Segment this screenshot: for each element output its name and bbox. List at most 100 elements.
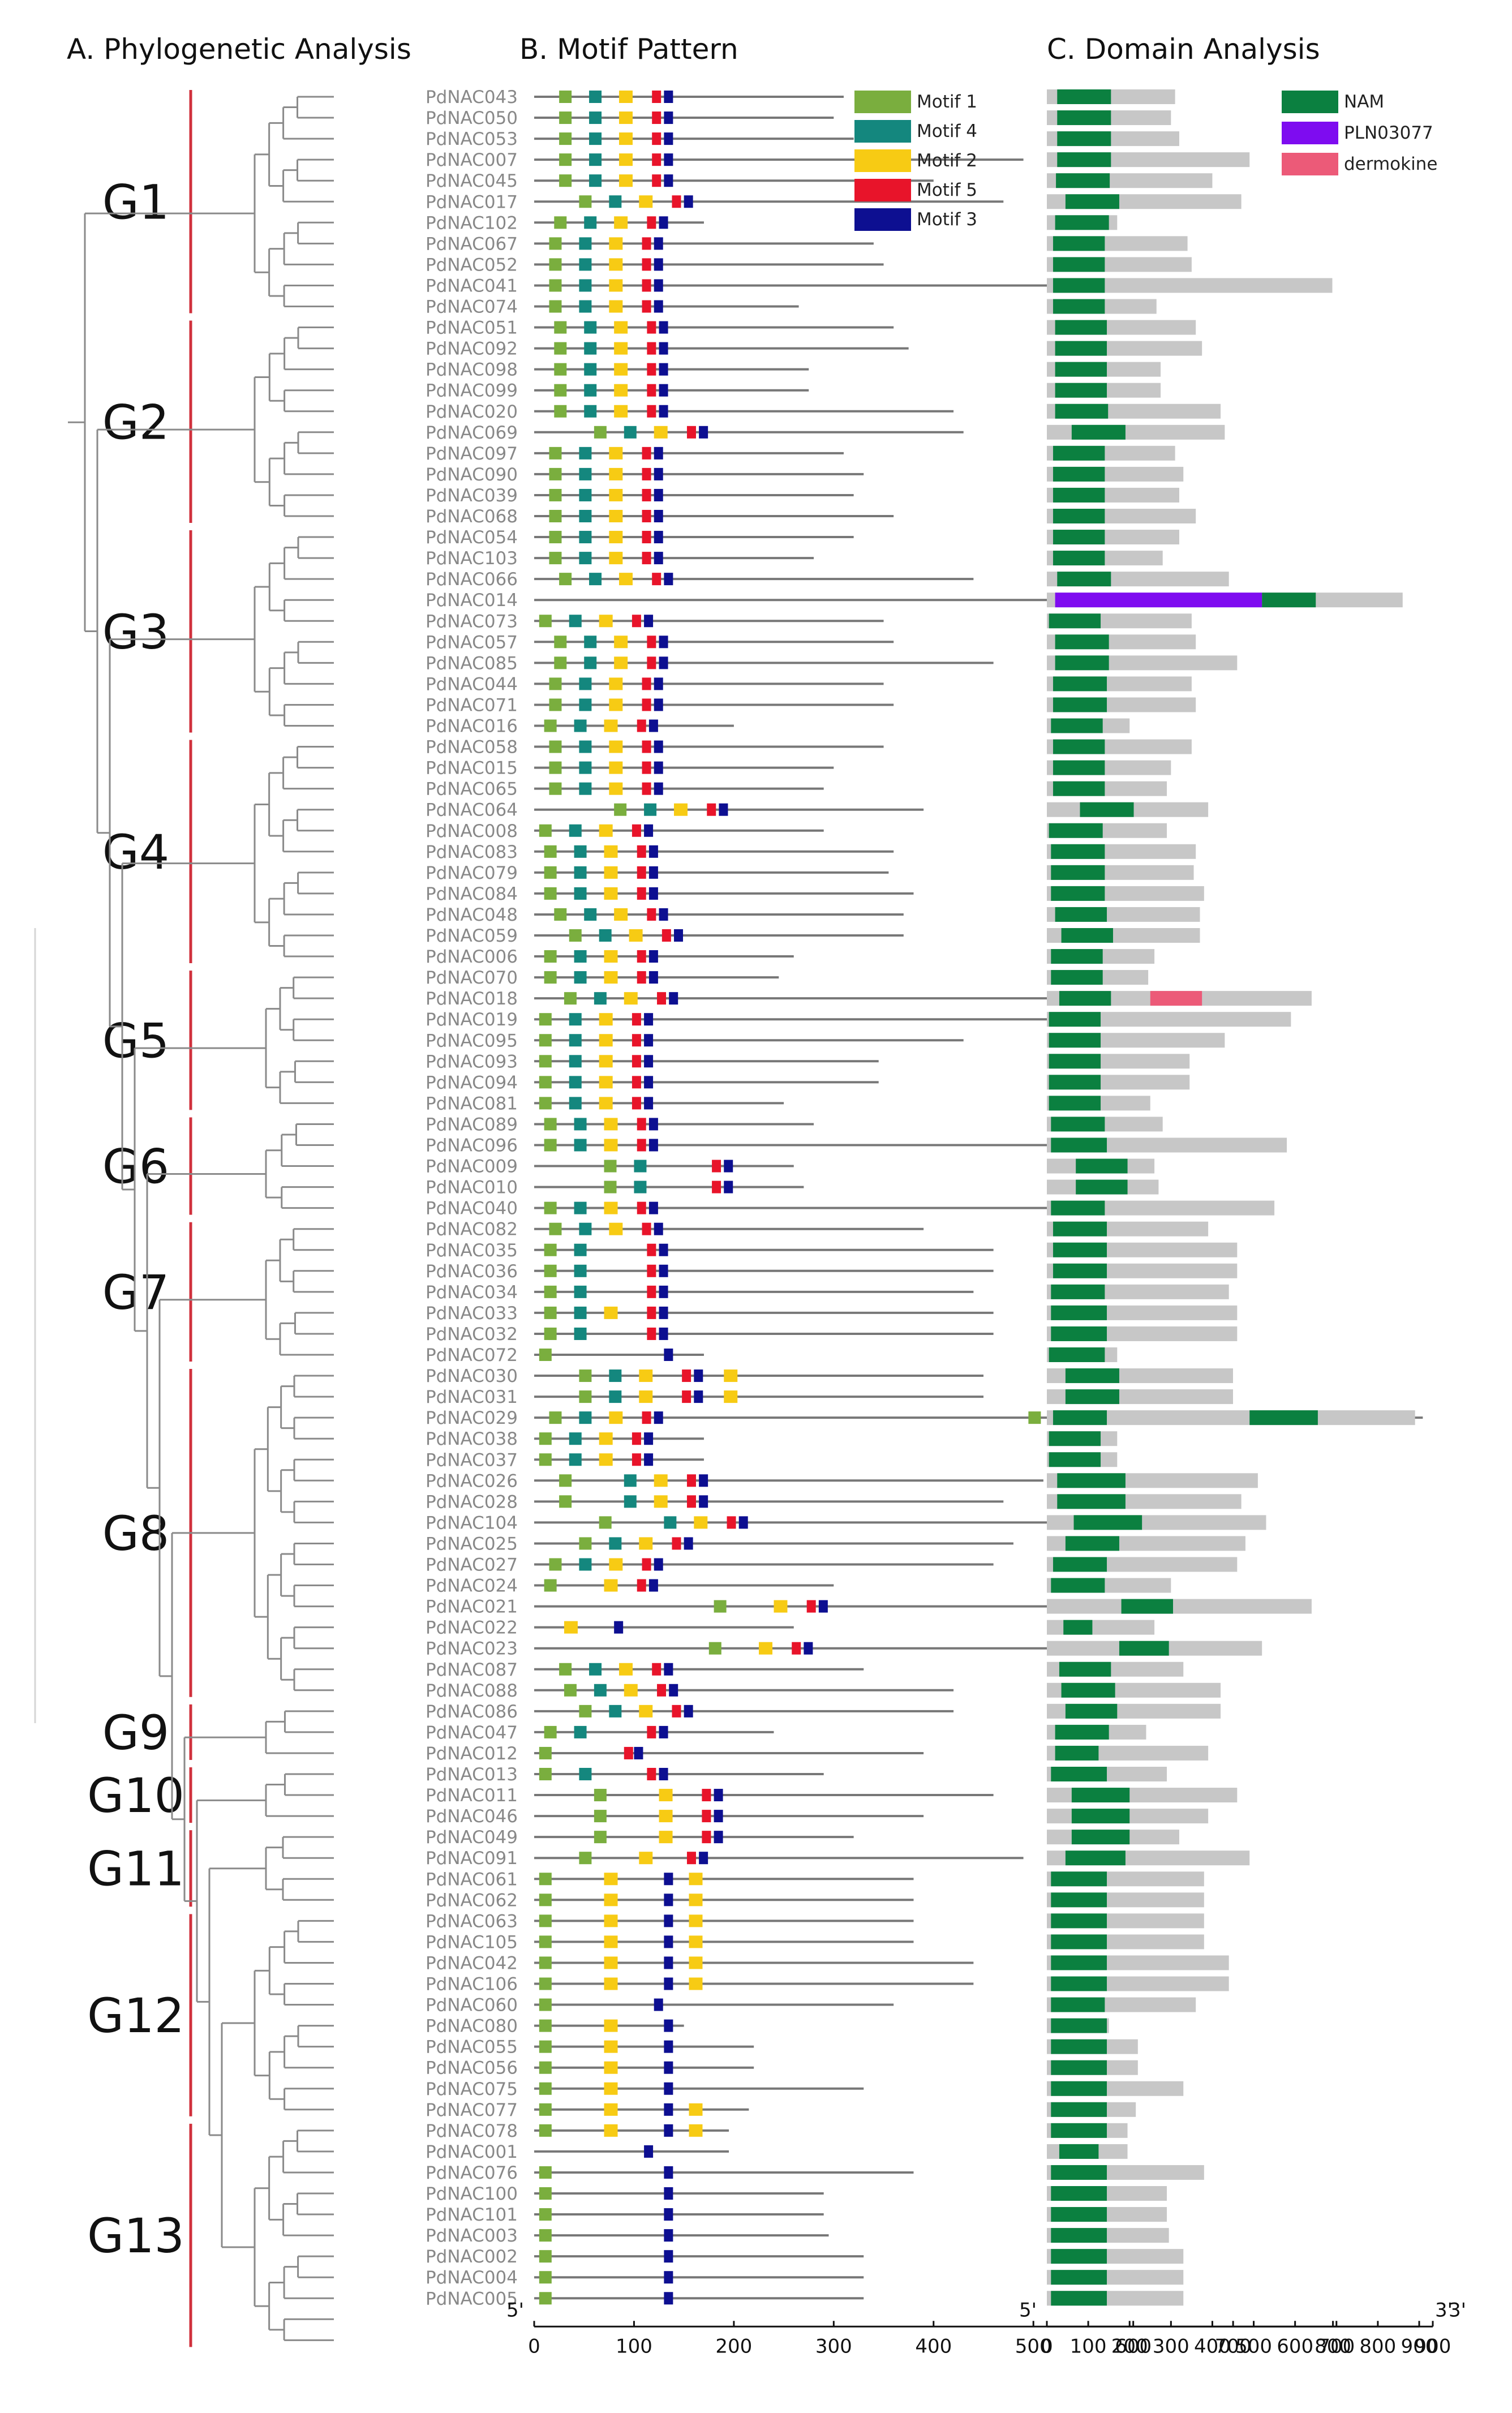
gene-name: PdNAC023 <box>426 1639 518 1659</box>
gene-name: PdNAC087 <box>426 1660 518 1680</box>
gene-name: PdNAC069 <box>426 423 518 443</box>
nam-domain-box <box>1051 718 1103 733</box>
motif-4-box <box>574 1139 587 1152</box>
gene-name: PdNAC049 <box>426 1827 518 1848</box>
gene-name: PdNAC061 <box>426 1869 518 1890</box>
motif-3-box <box>664 1349 673 1361</box>
motif-4-box <box>634 1180 647 1193</box>
motif-4-box <box>584 342 597 355</box>
motif-2-box <box>614 321 628 334</box>
motif-1-box <box>549 467 562 480</box>
motif-4-box <box>569 1097 582 1110</box>
motif-3-box <box>664 2124 673 2137</box>
gene-name: PdNAC091 <box>426 1848 518 1869</box>
motif-5-box <box>647 1285 656 1298</box>
motif-3-box <box>804 1642 813 1655</box>
domain-tick-label: 200 <box>1111 2335 1148 2358</box>
motif-2-box <box>618 111 633 124</box>
nam-domain-box <box>1051 2123 1107 2138</box>
gene-name: PdNAC103 <box>426 548 518 569</box>
motif-4-box <box>574 1243 587 1256</box>
motif-3-box <box>654 740 663 753</box>
motif-2-box <box>609 552 623 565</box>
motif-1-box <box>549 237 562 250</box>
motif-5-box <box>642 531 651 544</box>
pln-legend-label: PLN03077 <box>1344 123 1433 143</box>
motif-1-box <box>559 1663 572 1676</box>
gene-name: PdNAC055 <box>426 2037 518 2058</box>
motif-5-box <box>642 300 651 313</box>
motif-5-box <box>652 573 662 586</box>
motif-1-box <box>539 2166 552 2179</box>
motif-2-box <box>604 2103 618 2116</box>
domain-panel-title: C. Domain Analysis <box>1047 33 1320 66</box>
motif-5-box <box>647 1768 656 1780</box>
gene-name: PdNAC042 <box>426 1953 518 1973</box>
motif-5-box <box>632 1034 641 1047</box>
gene-name: PdNAC068 <box>426 506 518 527</box>
phylogenetic-tree <box>68 96 334 2341</box>
nam-domain-box <box>1071 1788 1130 1803</box>
motif-1-box <box>549 531 562 544</box>
motif-1-box <box>569 929 582 942</box>
nam-domain-box <box>1053 1242 1107 1257</box>
gene-name: PdNAC002 <box>426 2247 518 2267</box>
motif-2-box <box>614 636 628 649</box>
nam-domain-box <box>1065 194 1119 209</box>
motif-4-box <box>574 887 587 900</box>
motif1-legend-label: Motif 1 <box>917 92 977 112</box>
gene-name: PdNAC036 <box>426 1261 518 1282</box>
motif-3-box <box>654 677 663 690</box>
motif-1-box <box>539 2292 552 2305</box>
motif-3-box <box>659 384 668 397</box>
motif-3-box <box>644 1055 654 1068</box>
motif-2-box <box>604 1201 618 1214</box>
motif-5-box <box>642 467 651 480</box>
motif-3-box <box>614 1621 624 1634</box>
motif-2-box <box>674 803 688 816</box>
motif-1-box <box>544 1327 557 1340</box>
derm-legend-label: dermokine <box>1344 154 1437 174</box>
gene-name: PdNAC001 <box>426 2142 518 2162</box>
motif-4-box <box>574 866 587 879</box>
motif-3-box <box>818 1600 828 1613</box>
motif5-legend-swatch <box>854 179 911 201</box>
motif-2-box <box>604 2019 618 2032</box>
motif-3-box <box>648 971 658 984</box>
motif-4-box <box>579 279 592 292</box>
gene-name: PdNAC011 <box>426 1785 518 1806</box>
motif-2-box <box>689 1977 703 1990</box>
gene-name: PdNAC024 <box>426 1576 518 1596</box>
nam-domain-box <box>1051 2186 1107 2201</box>
motif-panel-title: B. Motif Pattern <box>519 33 738 66</box>
motif-5-box <box>642 510 651 522</box>
motif-2-box <box>609 488 623 501</box>
motif-2-box <box>609 782 623 795</box>
motif-3-box <box>714 1831 723 1844</box>
gene-name: PdNAC102 <box>426 213 518 233</box>
nam-domain-box <box>1057 572 1111 587</box>
motif-4-box <box>569 824 582 837</box>
motif-5-box <box>686 1495 696 1508</box>
motif-1-box <box>554 656 567 669</box>
motif-4-box <box>574 1306 587 1319</box>
nam-domain-box <box>1053 781 1105 796</box>
motif-1-box <box>594 426 607 439</box>
motif-2-box <box>604 1118 618 1131</box>
nam-domain-box <box>1051 1871 1107 1887</box>
motif-5-box <box>647 321 656 334</box>
motif-1-box <box>539 1956 552 1969</box>
motif-1-box <box>539 1935 552 1948</box>
gene-name: PdNAC004 <box>426 2268 518 2288</box>
motif-5-box <box>632 1013 641 1026</box>
motif-5-box <box>682 1390 691 1403</box>
motif-2-box <box>609 531 623 544</box>
gene-name: PdNAC021 <box>426 1597 518 1617</box>
motif-3-box <box>648 950 658 963</box>
nam-domain-box <box>1055 634 1109 650</box>
gene-name: PdNAC009 <box>426 1157 518 1177</box>
gene-name: PdNAC053 <box>426 129 518 149</box>
nam-legend-swatch <box>1282 91 1338 113</box>
motif-4-box <box>574 1725 587 1738</box>
